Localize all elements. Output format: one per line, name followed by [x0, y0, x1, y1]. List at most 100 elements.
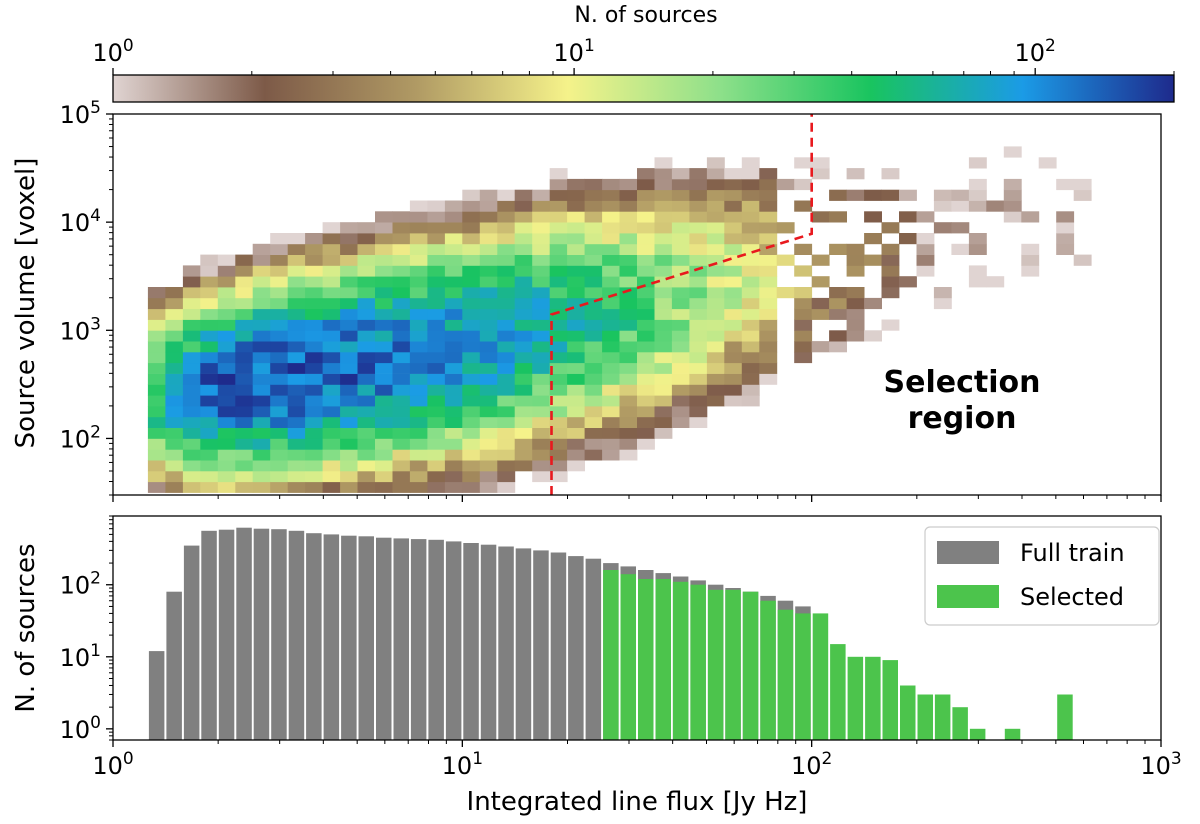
heatmap-cell: [514, 319, 533, 331]
heatmap-cell: [357, 222, 376, 234]
heatmap-cell: [741, 178, 760, 191]
heatmap-cell: [899, 211, 917, 223]
heatmap-cell: [1056, 243, 1075, 255]
heatmap-cell: [602, 178, 620, 191]
heatmap-cell: [270, 243, 289, 255]
bar-selected: [882, 660, 898, 740]
bar-full-train: [358, 536, 374, 740]
heatmap-cell: [444, 470, 463, 483]
heatmap-cell: [549, 416, 568, 428]
heatmap-cell: [252, 341, 271, 353]
heatmap-cell: [497, 449, 516, 461]
heatmap-cell: [252, 276, 271, 288]
heatmap-cell: [933, 200, 952, 212]
heatmap-cell: [340, 265, 358, 277]
heatmap-cell: [497, 189, 516, 201]
heatmap-cell: [671, 351, 690, 364]
heatmap-cell: [322, 243, 341, 255]
bar-selected: [690, 584, 706, 740]
heatmap-cell: [933, 189, 952, 201]
heatmap-cell: [392, 330, 411, 342]
heatmap-cell: [427, 373, 446, 385]
heatmap-cell: [532, 330, 551, 342]
heatmap-cell: [514, 265, 533, 277]
heatmap-cell: [829, 297, 847, 310]
heatmap-cell: [270, 384, 289, 396]
heatmap-cell: [584, 287, 603, 299]
heatmap-cell: [759, 373, 778, 385]
heatmap-cell: [602, 384, 620, 396]
heatmap-cell: [951, 189, 970, 201]
heatmap-cell: [916, 211, 935, 223]
heatmap-cell: [479, 211, 498, 223]
heatmap-cell: [409, 406, 428, 418]
heatmap-cell: [567, 222, 585, 234]
heatmap-cell: [549, 287, 568, 299]
heatmap-cell: [497, 373, 516, 385]
heatmap-cell: [1003, 189, 1022, 201]
heatmap-cell: [514, 211, 533, 223]
heatmap-cell: [444, 211, 463, 223]
heatmap-cell: [689, 384, 708, 396]
heatmap-cell: [759, 200, 778, 212]
heatmap-cell: [444, 362, 463, 374]
bar-full-train: [253, 528, 270, 740]
heatmap-cell: [532, 243, 551, 255]
heatmap-cell: [497, 351, 516, 364]
heatmap-cell: [322, 406, 341, 418]
heatmap-frame: [112, 113, 1162, 496]
heatmap-cell: [1056, 178, 1075, 191]
heatmap-cell: [147, 362, 166, 374]
heatmap-cell: [392, 287, 411, 299]
heatmap-cell: [759, 319, 778, 331]
bar-selected: [847, 656, 864, 740]
heatmap-cell: [287, 460, 306, 472]
heatmap-cell: [479, 438, 498, 450]
heatmap-cell: [182, 297, 201, 310]
heatmap-cell: [706, 287, 725, 299]
heatmap-cell: [549, 362, 568, 374]
heatmap-cell: [357, 351, 376, 364]
heatmap-cell: [165, 416, 184, 428]
heatmap-cell: [671, 341, 690, 353]
heatmap-cell: [340, 384, 358, 396]
heatmap-cell: [392, 308, 411, 320]
heatmap-cell: [846, 330, 865, 342]
heatmap-cell: [637, 233, 655, 245]
heatmap-cell: [584, 438, 603, 450]
heatmap-cell: [689, 200, 708, 212]
heatmap-cell: [514, 438, 533, 450]
heatmap-cell: [409, 481, 428, 493]
heatmap-cell: [654, 308, 673, 320]
histogram-frame: [112, 515, 1162, 741]
heatmap-cell: [287, 287, 306, 299]
heatmap-cell: [252, 373, 271, 385]
heatmap-cell: [200, 265, 219, 277]
heatmap-cell: [444, 373, 463, 385]
heatmap-cell: [567, 276, 585, 288]
heatmap-cell: [217, 351, 236, 364]
heatmap-cell: [427, 222, 446, 234]
heatmap-cell: [532, 297, 551, 310]
heatmap-cell: [602, 308, 620, 320]
heatmap-cell: [584, 373, 603, 385]
heatmap-cell: [916, 265, 935, 277]
heatmap-cell: [619, 449, 638, 461]
heatmap-cell: [654, 406, 673, 418]
heatmap-cell: [706, 362, 725, 374]
heatmap-cell: [706, 395, 725, 407]
heatmap-cell: [532, 470, 551, 483]
heatmap-cell: [165, 341, 184, 353]
heatmap-cell: [724, 308, 743, 320]
heatmap-cell: [706, 319, 725, 331]
heatmap-cell: [270, 362, 289, 374]
heatmap-cell: [497, 319, 516, 331]
heatmap-cell: [584, 319, 603, 331]
heatmap-cell: [444, 297, 463, 310]
bar-selected: [812, 613, 829, 740]
heatmap-cell: [776, 178, 795, 191]
heatmap-cell: [340, 406, 358, 418]
heatmap-cell: [235, 449, 254, 461]
heatmap-cell: [235, 254, 254, 266]
heatmap-cell: [357, 438, 376, 450]
